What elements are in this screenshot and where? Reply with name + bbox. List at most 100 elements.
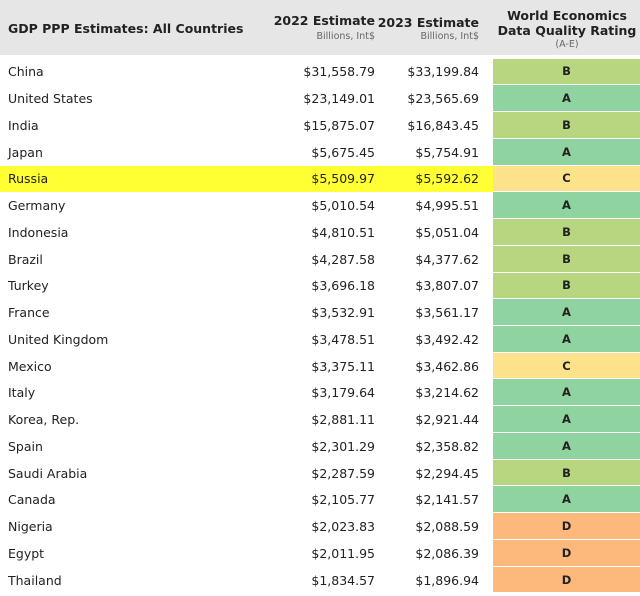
estimate-2022: $2,287.59 [311, 465, 375, 481]
country-name: Germany [8, 198, 66, 214]
table-row: Saudi Arabia $2,287.59 $2,294.45 B [0, 459, 640, 487]
estimate-2023: $16,843.45 [407, 117, 479, 133]
quality-rating: A [493, 138, 640, 166]
quality-rating: B [493, 245, 640, 273]
country-name: Canada [8, 492, 56, 508]
estimate-2022: $2,011.95 [311, 545, 375, 561]
quality-rating: C [493, 165, 640, 193]
estimate-2022: $5,509.97 [311, 171, 375, 187]
country-name: Brazil [8, 251, 43, 267]
table-row: India $15,875.07 $16,843.45 B [0, 112, 640, 139]
table-row: Japan $5,675.45 $5,754.91 A [0, 138, 640, 166]
estimate-2022: $5,675.45 [311, 144, 375, 160]
estimate-2023: $2,294.45 [415, 465, 479, 481]
quality-rating: A [493, 85, 640, 113]
quality-rating: C [493, 352, 640, 380]
table-row: United States $23,149.01 $23,565.69 A [0, 85, 640, 113]
estimate-2023: $5,754.91 [415, 144, 479, 160]
quality-rating: A [493, 192, 640, 220]
quality-rating: A [493, 326, 640, 353]
quality-rating: B [493, 459, 640, 487]
country-name: Russia [8, 171, 49, 187]
table-row: France $3,532.91 $3,561.17 A [0, 299, 640, 326]
estimate-2023: $2,141.57 [415, 492, 479, 508]
country-name: Mexico [8, 358, 52, 374]
estimate-2022: $31,558.79 [303, 64, 375, 80]
country-name: Nigeria [8, 519, 53, 535]
estimate-2022: $15,875.07 [303, 117, 375, 133]
country-name: Turkey [8, 278, 49, 294]
column-header: 2022 Estimate [273, 13, 375, 28]
estimate-2023: $2,921.44 [415, 412, 479, 428]
table-row: Nigeria $2,023.83 $2,088.59 D [0, 513, 640, 540]
column-header: World Economics Data Quality Rating [497, 8, 637, 38]
table-row: Korea, Rep. $2,881.11 $2,921.44 A [0, 406, 640, 433]
column-unit: Billions, Int$ [420, 31, 480, 42]
quality-rating: B [493, 58, 640, 86]
table-row: Indonesia $4,810.51 $5,051.04 B [0, 219, 640, 246]
table-row: China $31,558.79 $33,199.84 B [0, 58, 640, 86]
estimate-2022: $3,696.18 [311, 278, 375, 294]
estimate-2022: $2,301.29 [311, 438, 375, 454]
quality-rating: D [493, 566, 640, 594]
country-name: Italy [8, 385, 36, 401]
quality-rating: A [493, 379, 640, 407]
country-name: Korea, Rep. [8, 412, 80, 428]
column-header: 2023 Estimate [377, 15, 479, 30]
table-title: GDP PPP Estimates: All Countries [8, 21, 244, 36]
table-row: Spain $2,301.29 $2,358.82 A [0, 432, 640, 460]
country-name: Japan [8, 144, 43, 160]
quality-rating: B [493, 272, 640, 300]
estimate-2023: $4,995.51 [415, 198, 479, 214]
country-name: India [8, 117, 39, 133]
country-name: United States [8, 91, 93, 107]
estimate-2022: $4,287.58 [311, 251, 375, 267]
quality-rating: B [493, 219, 640, 246]
estimate-2022: $3,375.11 [311, 358, 375, 374]
table-row: Germany $5,010.54 $4,995.51 A [0, 192, 640, 220]
quality-rating: A [493, 299, 640, 326]
quality-rating: D [493, 539, 640, 567]
country-name: Saudi Arabia [8, 465, 88, 481]
estimate-2022: $2,881.11 [311, 412, 375, 428]
estimate-2023: $2,086.39 [415, 545, 479, 561]
estimate-2023: $2,358.82 [415, 438, 479, 454]
estimate-2023: $3,492.42 [415, 331, 479, 347]
table-row: Thailand $1,834.57 $1,896.94 D [0, 566, 640, 594]
estimate-2022: $4,810.51 [311, 224, 375, 240]
table-row: Turkey $3,696.18 $3,807.07 B [0, 272, 640, 300]
quality-rating: A [493, 406, 640, 433]
table-row: Italy $3,179.64 $3,214.62 A [0, 379, 640, 407]
estimate-2023: $3,561.17 [415, 305, 479, 321]
country-name: Indonesia [8, 224, 69, 240]
table-row: United Kingdom $3,478.51 $3,492.42 A [0, 326, 640, 353]
country-name: Egypt [8, 545, 45, 561]
country-name: Spain [8, 438, 43, 454]
table-row: Mexico $3,375.11 $3,462.86 C [0, 352, 640, 380]
table-row: Russia $5,509.97 $5,592.62 C [0, 165, 640, 193]
quality-rating: B [493, 112, 640, 139]
country-name: China [8, 64, 44, 80]
estimate-2022: $2,105.77 [311, 492, 375, 508]
quality-rating: A [493, 432, 640, 460]
column-unit: (A-E) [555, 39, 579, 50]
estimate-2023: $23,565.69 [407, 91, 479, 107]
country-name: United Kingdom [8, 331, 109, 347]
estimate-2023: $4,377.62 [415, 251, 479, 267]
estimate-2023: $3,214.62 [415, 385, 479, 401]
quality-rating: A [493, 486, 640, 514]
estimate-2022: $3,478.51 [311, 331, 375, 347]
estimate-2022: $1,834.57 [311, 572, 375, 588]
country-name: France [8, 305, 50, 321]
estimate-2023: $2,088.59 [415, 519, 479, 535]
estimate-2023: $3,807.07 [415, 278, 479, 294]
estimate-2022: $3,179.64 [311, 385, 375, 401]
estimate-2023: $5,051.04 [415, 224, 479, 240]
estimate-2023: $1,896.94 [415, 572, 479, 588]
country-name: Thailand [8, 572, 62, 588]
estimate-2022: $5,010.54 [311, 198, 375, 214]
quality-rating: D [493, 513, 640, 540]
estimate-2022: $3,532.91 [311, 305, 375, 321]
estimate-2022: $23,149.01 [303, 91, 375, 107]
